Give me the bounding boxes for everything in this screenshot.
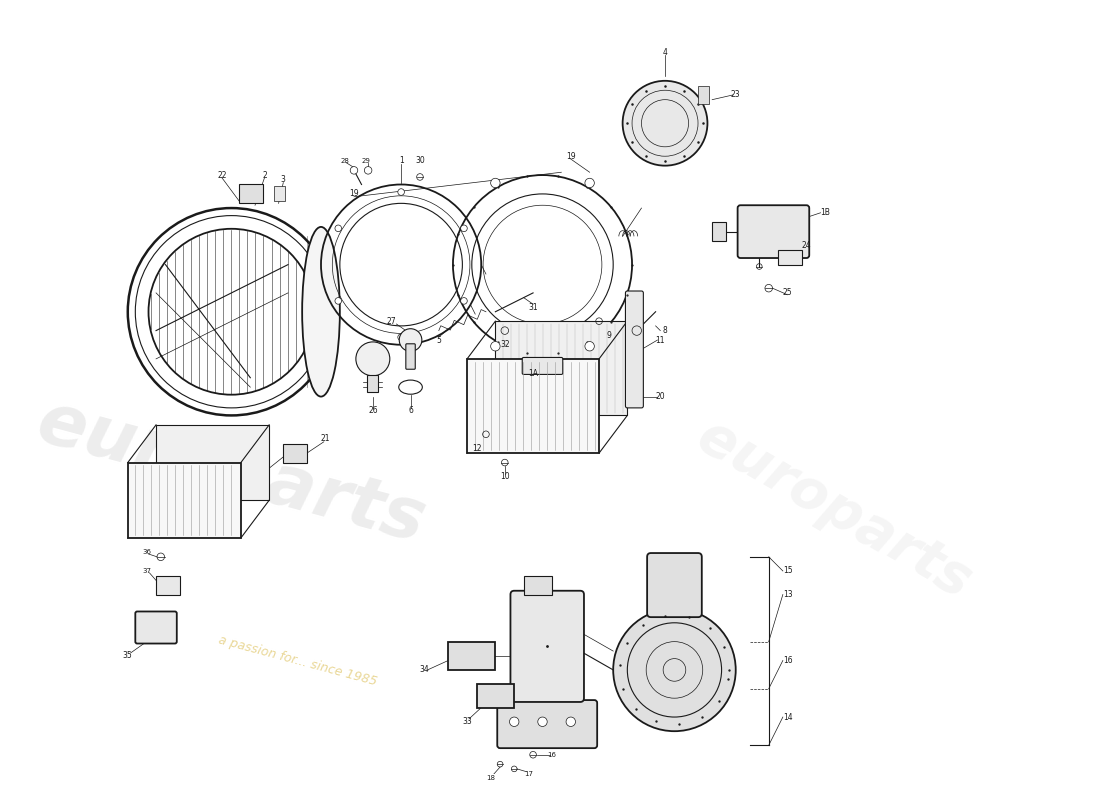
Text: 11: 11 xyxy=(656,335,666,345)
Text: 9: 9 xyxy=(606,331,610,340)
Text: 1B: 1B xyxy=(821,208,830,218)
Circle shape xyxy=(491,342,501,351)
Text: 21: 21 xyxy=(321,434,330,443)
Text: 28: 28 xyxy=(340,158,349,164)
FancyBboxPatch shape xyxy=(626,291,644,408)
Text: a passion for... since 1985: a passion for... since 1985 xyxy=(217,633,378,688)
Text: 15: 15 xyxy=(783,566,792,575)
Text: 18: 18 xyxy=(486,775,495,782)
Circle shape xyxy=(613,609,736,731)
Text: 26: 26 xyxy=(368,406,377,415)
Bar xyxy=(448,642,495,670)
Bar xyxy=(712,222,726,241)
Text: 34: 34 xyxy=(420,666,430,674)
Bar xyxy=(698,86,710,104)
Text: 16: 16 xyxy=(548,752,557,758)
Circle shape xyxy=(398,189,405,195)
Circle shape xyxy=(585,178,594,188)
Text: 35: 35 xyxy=(123,651,133,660)
Text: 1A: 1A xyxy=(528,369,538,378)
Text: 4: 4 xyxy=(662,48,668,57)
Circle shape xyxy=(632,326,641,335)
Circle shape xyxy=(336,298,342,304)
Circle shape xyxy=(461,298,468,304)
Circle shape xyxy=(623,81,707,166)
FancyBboxPatch shape xyxy=(522,358,563,374)
Circle shape xyxy=(566,717,575,726)
Circle shape xyxy=(350,166,358,174)
FancyBboxPatch shape xyxy=(135,611,177,643)
Text: 37: 37 xyxy=(142,568,151,574)
Circle shape xyxy=(509,717,519,726)
Circle shape xyxy=(491,178,501,188)
Text: 2: 2 xyxy=(262,170,267,179)
FancyBboxPatch shape xyxy=(738,206,810,258)
Circle shape xyxy=(336,225,342,232)
Bar xyxy=(524,576,552,594)
Text: 5: 5 xyxy=(437,335,441,345)
FancyBboxPatch shape xyxy=(406,344,416,370)
Circle shape xyxy=(356,342,389,376)
Text: europarts: europarts xyxy=(30,387,433,557)
Bar xyxy=(284,444,307,462)
Text: 22: 22 xyxy=(218,170,227,179)
FancyBboxPatch shape xyxy=(497,700,597,748)
Circle shape xyxy=(538,717,547,726)
Polygon shape xyxy=(128,462,241,538)
Text: 25: 25 xyxy=(783,288,792,298)
Text: 23: 23 xyxy=(730,90,740,99)
Polygon shape xyxy=(468,359,600,453)
Text: europarts: europarts xyxy=(689,410,981,610)
Bar xyxy=(367,375,378,392)
FancyBboxPatch shape xyxy=(510,590,584,702)
Text: 6: 6 xyxy=(408,406,412,415)
Circle shape xyxy=(399,329,422,351)
Text: 13: 13 xyxy=(783,590,792,599)
Text: 27: 27 xyxy=(387,317,396,326)
Text: 17: 17 xyxy=(524,770,532,777)
Bar xyxy=(239,185,263,203)
Text: 33: 33 xyxy=(462,718,472,726)
Circle shape xyxy=(461,225,468,232)
Text: 36: 36 xyxy=(142,549,151,555)
Circle shape xyxy=(364,166,372,174)
Text: 1: 1 xyxy=(398,157,404,166)
Text: 30: 30 xyxy=(415,157,425,166)
Text: 3: 3 xyxy=(280,175,286,184)
Text: 20: 20 xyxy=(656,392,666,401)
Circle shape xyxy=(398,334,405,341)
Circle shape xyxy=(585,342,594,351)
Bar xyxy=(778,250,802,265)
Text: 19: 19 xyxy=(349,190,359,198)
Ellipse shape xyxy=(302,227,340,397)
Text: 16: 16 xyxy=(783,656,792,665)
Text: 19: 19 xyxy=(566,152,575,161)
Text: 12: 12 xyxy=(472,444,482,453)
Bar xyxy=(156,576,179,594)
Text: 10: 10 xyxy=(500,472,509,481)
Bar xyxy=(274,186,285,202)
Bar xyxy=(476,684,514,708)
Text: 24: 24 xyxy=(802,242,811,250)
FancyBboxPatch shape xyxy=(647,553,702,617)
Text: 14: 14 xyxy=(783,713,792,722)
Polygon shape xyxy=(495,321,627,415)
Text: 8: 8 xyxy=(662,326,668,335)
Text: 32: 32 xyxy=(500,340,509,350)
Text: 31: 31 xyxy=(528,302,538,311)
Polygon shape xyxy=(156,425,270,500)
Text: 29: 29 xyxy=(362,158,371,164)
